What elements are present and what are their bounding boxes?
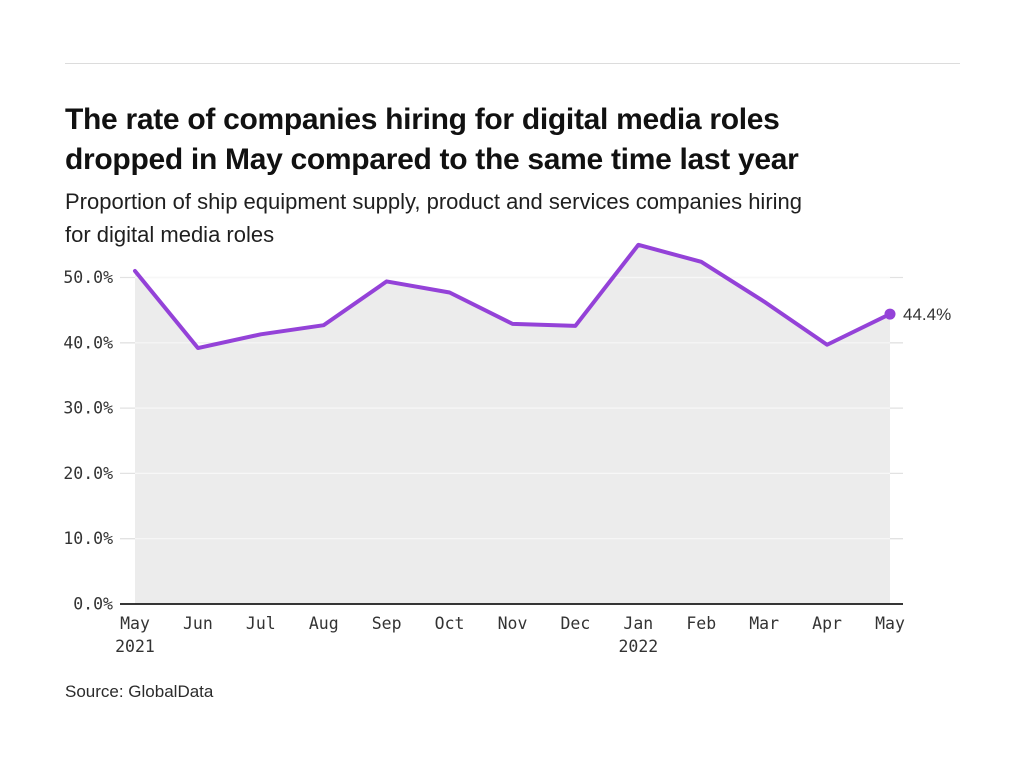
trend-line: [133, 242, 892, 351]
x-tick-label: Feb: [686, 614, 716, 633]
x-tick-label: Mar: [749, 614, 779, 633]
y-tick-label: 20.0%: [63, 464, 113, 483]
page-subtitle-line-2: for digital media roles: [65, 222, 275, 247]
x-tick-label: May: [120, 614, 150, 633]
x-tick-label: Dec: [561, 614, 591, 633]
x-tick-year-label: 2021: [115, 637, 155, 656]
y-tick-label: 30.0%: [63, 399, 113, 418]
x-tick-label: Nov: [498, 614, 528, 633]
page-title-line-1: The rate of companies hiring for digital…: [65, 103, 780, 137]
x-tick-label: Jul: [246, 614, 276, 633]
line-chart-svg: 0.0% 10.0% 20.0% 30.0% 40.0% 50.0% May Jun Jul Au…: [63, 242, 951, 656]
area-fill: [135, 244, 890, 604]
page-subtitle-line-1: Proportion of ship equipment supply, pro…: [65, 189, 802, 214]
y-tick-label: 50.0%: [63, 268, 113, 287]
end-point-dot: [884, 308, 896, 320]
end-value-label: 44.4%: [903, 305, 951, 324]
x-tick-year-label: 2022: [618, 637, 658, 656]
x-tick-label: Oct: [435, 614, 465, 633]
page-title: The rate of companies hiring for digital…: [65, 100, 985, 180]
page-title-line-2: dropped in May compared to the same time…: [65, 143, 799, 177]
top-divider: [65, 63, 960, 64]
source-text: Source: GlobalData: [65, 682, 214, 701]
x-tick-label: Jun: [183, 614, 213, 633]
y-tick-label: 10.0%: [63, 529, 113, 548]
x-tick-label: Apr: [812, 614, 842, 633]
x-tick-label: Sep: [372, 614, 402, 633]
y-tick-label: 0.0%: [73, 595, 113, 614]
y-tick-label: 40.0%: [63, 333, 113, 352]
chart-area: 0.0% 10.0% 20.0% 30.0% 40.0% 50.0% May Jun Jul Au…: [0, 225, 1024, 670]
x-tick-label: Jan: [623, 614, 653, 633]
x-tick-label: Aug: [309, 614, 339, 633]
x-tick-label: May: [875, 614, 905, 633]
page-subtitle: Proportion of ship equipment supply, pro…: [65, 185, 985, 251]
